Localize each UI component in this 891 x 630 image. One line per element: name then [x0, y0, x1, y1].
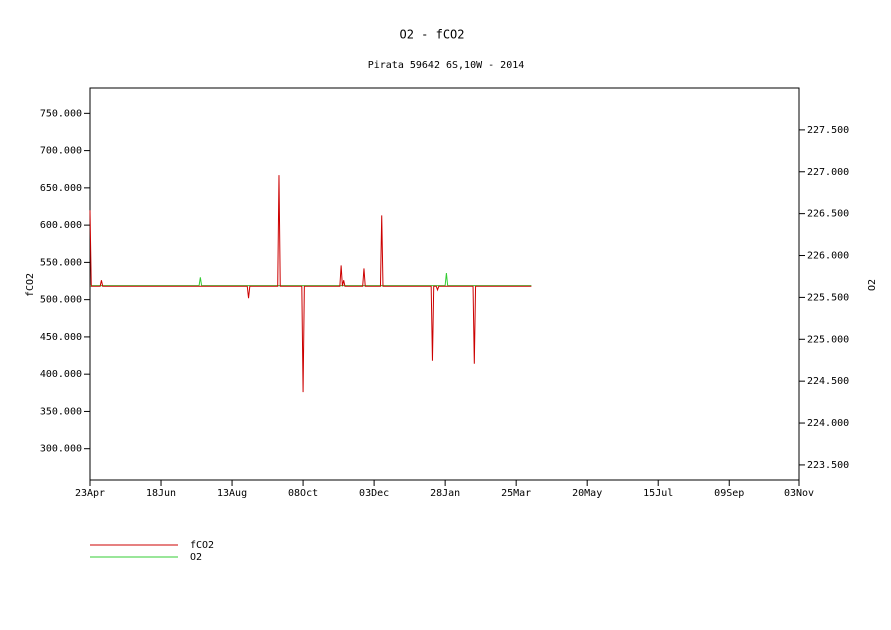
y2-tick-label: 224.500 — [807, 376, 849, 387]
y-tick-label: 450.000 — [40, 332, 82, 343]
x-tick-label: 15Jul — [643, 488, 673, 499]
y2-tick-label: 223.500 — [807, 460, 849, 471]
legend-label: O2 — [190, 552, 202, 563]
y2-tick-label: 227.500 — [807, 125, 849, 136]
x-tick-label: 09Sep — [714, 488, 744, 499]
x-tick-label: 20May — [572, 488, 602, 499]
x-tick-label: 13Aug — [217, 488, 247, 499]
y-tick-label: 600.000 — [40, 220, 82, 231]
y2-tick-label: 227.000 — [807, 167, 849, 178]
y2-axis-label: O2 — [867, 279, 878, 291]
y2-tick-label: 226.500 — [807, 209, 849, 220]
x-tick-label: 25Mar — [501, 488, 531, 499]
plot-frame — [89, 87, 800, 481]
x-tick-label: 28Jan — [430, 488, 460, 499]
y-tick-label: 650.000 — [40, 183, 82, 194]
series-line — [90, 273, 532, 287]
x-tick-label: 03Dec — [359, 488, 389, 499]
x-tick-label: 03Nov — [784, 488, 814, 499]
y-tick-label: 350.000 — [40, 406, 82, 417]
y-tick-label: 750.000 — [40, 108, 82, 119]
y-tick-label: 300.000 — [40, 444, 82, 455]
y2-tick-label: 225.500 — [807, 292, 849, 303]
y2-tick-label: 226.000 — [807, 251, 849, 262]
chart-subtitle: Pirata 59642 6S,10W - 2014 — [368, 60, 525, 71]
y-tick-label: 700.000 — [40, 146, 82, 157]
y-tick-label: 500.000 — [40, 295, 82, 306]
y-axis-label: fCO2 — [25, 273, 36, 297]
x-tick-label: 08Oct — [288, 488, 318, 499]
x-tick-label: 23Apr — [75, 488, 105, 499]
legend-label: fCO2 — [190, 540, 214, 551]
y2-tick-label: 224.000 — [807, 418, 849, 429]
series-line — [89, 175, 532, 393]
chart-title: O2 - fCO2 — [399, 28, 464, 42]
y-tick-label: 550.000 — [40, 257, 82, 268]
y-tick-label: 400.000 — [40, 369, 82, 380]
x-tick-label: 18Jun — [146, 488, 176, 499]
y2-tick-label: 225.000 — [807, 334, 849, 345]
